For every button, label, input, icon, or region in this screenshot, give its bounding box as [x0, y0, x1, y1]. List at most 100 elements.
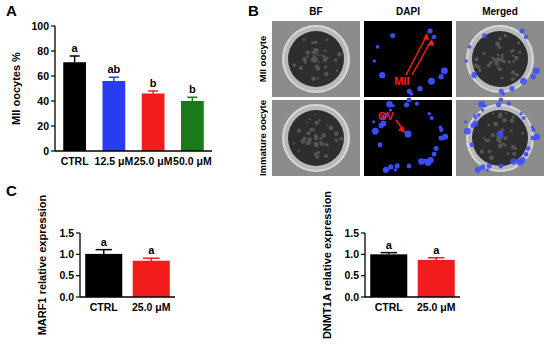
y-tick [51, 75, 55, 76]
texture [510, 129, 513, 132]
y-axis [54, 26, 55, 151]
texture [326, 144, 328, 146]
chart: aCTRLab12.5 μMb25.0 μMb50.0 μM0204060801… [10, 20, 212, 168]
y-tick [361, 232, 365, 233]
nucleus [379, 123, 384, 128]
texture [302, 57, 307, 62]
error-cap [428, 257, 444, 259]
arrow [412, 41, 431, 75]
nucleus [438, 74, 443, 79]
nucleus [407, 164, 411, 168]
y-tick [51, 125, 55, 126]
panel-label: B [248, 2, 259, 19]
row-label: MII oocyte [257, 36, 268, 82]
texture [501, 56, 504, 59]
texture [306, 121, 308, 123]
error-stem [74, 56, 76, 62]
y-tick [76, 232, 80, 233]
y-tick-label: 0.5 [344, 269, 359, 281]
bar [85, 254, 122, 297]
texture [307, 55, 309, 57]
texture [492, 113, 494, 115]
texture [311, 41, 314, 44]
texture [492, 57, 496, 61]
texture [315, 155, 319, 159]
y-tick-label: 1.0 [344, 248, 359, 260]
y-axis-label: DNMT1A relative expression [321, 191, 333, 339]
nucleus [404, 102, 409, 107]
nucleus [418, 158, 424, 164]
texture [480, 150, 484, 154]
texture [512, 60, 515, 63]
zona [467, 105, 533, 171]
nucleus [425, 159, 432, 166]
significance-letter: a [101, 236, 108, 248]
texture [312, 58, 317, 63]
nucleus [531, 125, 535, 129]
chart: aCTRLa25.0 μM0.00.51.01.5DNMT1A relative… [321, 191, 460, 339]
texture [297, 150, 299, 152]
y-tick-label: 0.5 [59, 269, 74, 281]
texture [511, 77, 515, 81]
y-axis-label: MII oocytes % [10, 52, 22, 125]
micrograph-bg [456, 100, 544, 176]
nucleus [526, 146, 531, 151]
texture [293, 142, 295, 144]
panel-label: C [6, 182, 17, 199]
texture [297, 129, 301, 133]
bar [102, 81, 125, 151]
texture [339, 137, 343, 141]
texture [318, 61, 320, 63]
y-axis [79, 233, 80, 297]
texture [498, 37, 502, 41]
nucleus [509, 86, 514, 91]
arrowhead [423, 33, 429, 40]
texture [314, 129, 316, 131]
texture [514, 56, 518, 60]
texture [497, 54, 500, 57]
x-axis [55, 150, 212, 151]
y-tick [51, 100, 55, 101]
texture [503, 61, 505, 63]
nucleus [486, 168, 489, 171]
x-axis [365, 296, 460, 297]
significance-letter: a [386, 239, 393, 251]
nucleus [433, 153, 436, 156]
nucleus [478, 101, 484, 107]
bar [370, 254, 407, 297]
texture [307, 137, 311, 141]
nucleus [376, 45, 380, 49]
texture [510, 118, 514, 122]
texture [314, 41, 318, 45]
y-tick-label: 1.0 [59, 248, 74, 260]
y-tick [361, 275, 365, 276]
y-tick [51, 25, 55, 26]
texture [491, 133, 495, 137]
nucleus [469, 142, 474, 147]
texture [495, 41, 500, 46]
texture [324, 154, 328, 158]
annotation: GV [378, 110, 395, 122]
nucleus [372, 120, 375, 123]
texture [310, 128, 314, 132]
nucleus [499, 163, 503, 167]
y-tick [361, 254, 365, 255]
error-bar [187, 97, 197, 101]
texture [488, 150, 492, 154]
y-tick-label: 0.0 [59, 291, 74, 303]
texture [502, 142, 505, 145]
nucleus [407, 163, 411, 167]
nucleus [392, 104, 395, 107]
x-tick-label: CTRL [90, 301, 119, 313]
annotation: MII [394, 75, 409, 87]
micrograph [364, 98, 452, 176]
nucleus [520, 78, 527, 85]
error-bar [96, 250, 112, 254]
texture [506, 152, 509, 155]
texture [515, 73, 519, 77]
nucleus [432, 35, 436, 39]
nucleus [497, 131, 504, 138]
nucleus [482, 33, 487, 38]
texture [502, 118, 507, 123]
y-tick-label: 20 [37, 120, 49, 132]
